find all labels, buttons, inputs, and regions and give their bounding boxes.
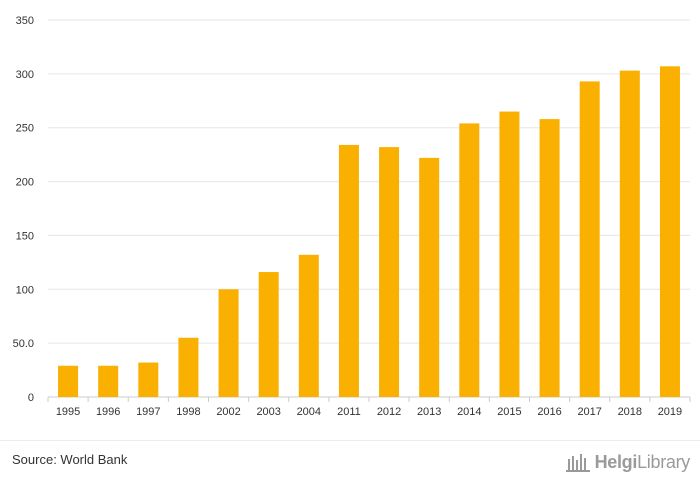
x-tick-label: 1995: [56, 406, 80, 418]
library-icon: [565, 454, 590, 472]
bar: [579, 81, 600, 397]
x-tick-label: 2013: [417, 406, 441, 418]
bar: [619, 70, 640, 397]
bar: [218, 289, 239, 397]
x-tick-label: 2004: [297, 406, 321, 418]
brand-logo[interactable]: HelgiLibrary: [565, 447, 690, 477]
bar: [539, 119, 560, 398]
x-tick-label: 2016: [537, 406, 561, 418]
bar: [338, 144, 359, 397]
x-tick-label: 2003: [256, 406, 280, 418]
bar: [419, 157, 440, 397]
y-tick-label: 100: [16, 284, 34, 296]
bar: [178, 337, 199, 397]
bar: [379, 147, 400, 397]
x-tick-label: 2018: [618, 406, 642, 418]
y-tick-label: 50.0: [13, 338, 34, 350]
x-tick-label: 2017: [577, 406, 601, 418]
y-tick-label: 200: [16, 177, 34, 189]
bar: [499, 111, 520, 398]
bar: [138, 362, 159, 397]
brand-suffix: Library: [637, 451, 690, 472]
brand-prefix: Helgi: [594, 451, 638, 472]
bar: [298, 254, 319, 397]
footer: Source: World Bank HelgiLibrary: [0, 440, 700, 484]
bar: [659, 66, 680, 398]
x-tick-label: 1998: [176, 406, 200, 418]
brand-name: HelgiLibrary: [594, 451, 691, 473]
y-tick-label: 350: [16, 15, 34, 27]
bar-chart: 0 50.0 100 150 200 250 300 350 1995 1996 1997 1998 2…: [13, 15, 691, 418]
y-tick-label: 150: [16, 230, 34, 242]
bar: [459, 123, 480, 398]
x-tick-label: 2019: [658, 406, 682, 418]
x-tick-label: 2011: [337, 406, 361, 418]
x-tick-label: 1997: [136, 406, 160, 418]
bar: [98, 365, 119, 397]
y-tick-label: 300: [16, 69, 34, 81]
bar: [58, 365, 79, 397]
x-tick-label: 1996: [96, 406, 120, 418]
bar: [258, 272, 279, 397]
x-tick-label: 2012: [377, 406, 401, 418]
chart-canvas: 0 50.0 100 150 200 250 300 350 1995 1996 1997 1998 2…: [13, 15, 691, 418]
source-label: Source: World Bank: [12, 452, 128, 467]
x-tick-label: 2002: [216, 406, 240, 418]
y-tick-label: 250: [16, 123, 34, 135]
x-tick-label: 2014: [457, 406, 481, 418]
x-tick-label: 2015: [497, 406, 521, 418]
y-tick-label: 0: [28, 392, 34, 404]
